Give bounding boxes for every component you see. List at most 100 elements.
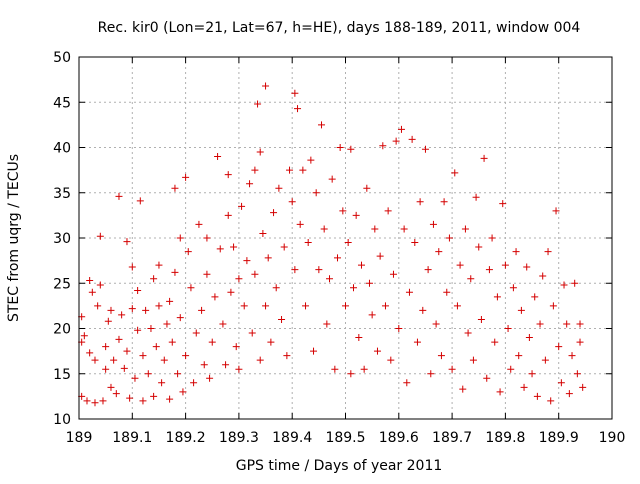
data-point [440,198,448,206]
data-point [224,171,232,179]
data-point [331,365,339,373]
data-point [387,356,395,364]
data-point [493,293,501,301]
data-point [203,270,211,278]
data-point [123,347,131,355]
data-point [147,325,155,332]
data-point [166,297,174,305]
y-tick-label: 45 [53,95,71,111]
data-point [547,397,555,405]
data-point [182,352,190,360]
data-point [413,338,421,346]
data-point [224,211,232,219]
data-point [485,266,493,274]
data-point [243,257,251,265]
data-point [357,261,365,269]
data-point [86,349,94,357]
data-point [168,338,176,346]
data-point [184,248,192,256]
data-point [579,383,587,391]
x-tick-label: 189.9 [539,430,579,446]
data-point [531,293,539,301]
data-point [240,302,248,310]
data-point [120,364,128,372]
data-point [187,284,195,292]
data-point [144,370,152,378]
data-point [326,275,334,283]
y-tick-label: 25 [53,276,71,292]
data-point [227,288,235,296]
data-point [112,390,120,398]
data-point [171,268,179,276]
data-point [270,209,278,217]
y-tick-label: 30 [53,231,71,247]
data-point [504,325,512,332]
data-point [278,315,286,323]
data-point [429,220,437,228]
data-point [158,379,166,387]
data-point [219,320,227,328]
data-point [533,392,541,400]
data-point [365,279,373,287]
data-point [123,238,131,246]
data-point [155,302,163,310]
data-point [150,392,158,400]
data-point [517,306,525,314]
data-point [312,189,320,197]
data-point [456,261,464,269]
data-point [555,343,563,351]
data-point [384,207,392,215]
chart-title: Rec. kir0 (Lon=21, Lat=67, h=HE), days 1… [98,20,581,36]
data-point [347,145,355,153]
data-point [83,397,91,405]
y-tick-label: 10 [53,412,71,428]
data-point [347,370,355,378]
data-point [299,166,307,174]
data-point [411,239,419,247]
data-point [294,105,302,113]
data-point [272,284,280,292]
data-point [448,365,456,373]
data-point [488,234,496,242]
data-point [235,275,243,283]
x-tick-label: 189.4 [272,430,312,446]
data-point [155,261,163,269]
data-point [296,220,304,228]
data-point [565,390,573,398]
data-point [349,284,357,292]
data-point [445,234,453,242]
data-point [443,288,451,296]
data-point [251,166,259,174]
data-point [200,361,208,369]
data-point [262,302,270,310]
data-point [528,370,536,378]
data-point [136,197,144,205]
data-points [78,82,587,407]
data-point [262,82,270,90]
data-point [230,243,238,251]
data-point [216,245,224,253]
x-tick-label: 189.3 [219,430,259,446]
data-point [315,266,323,274]
data-point [352,211,360,219]
data-point [163,320,171,328]
data-point [222,361,230,369]
data-point [373,347,381,355]
data-point [363,184,371,192]
data-point [573,370,581,378]
data-point [107,306,115,314]
axis-ticks: 189 189.1 189.2 189.3 189.4 189.5 189.6 189.7 18… [53,50,625,446]
data-point [134,286,142,294]
data-point [509,284,517,292]
data-point [496,388,504,396]
y-tick-label: 20 [53,322,71,338]
data-point [389,270,397,278]
data-point [94,302,102,310]
data-point [115,335,123,343]
data-point [128,305,136,313]
data-point [320,225,328,233]
x-tick-label: 189.8 [485,430,525,446]
data-point [256,356,264,364]
data-point [557,379,565,387]
x-tick-label: 189.6 [379,430,419,446]
